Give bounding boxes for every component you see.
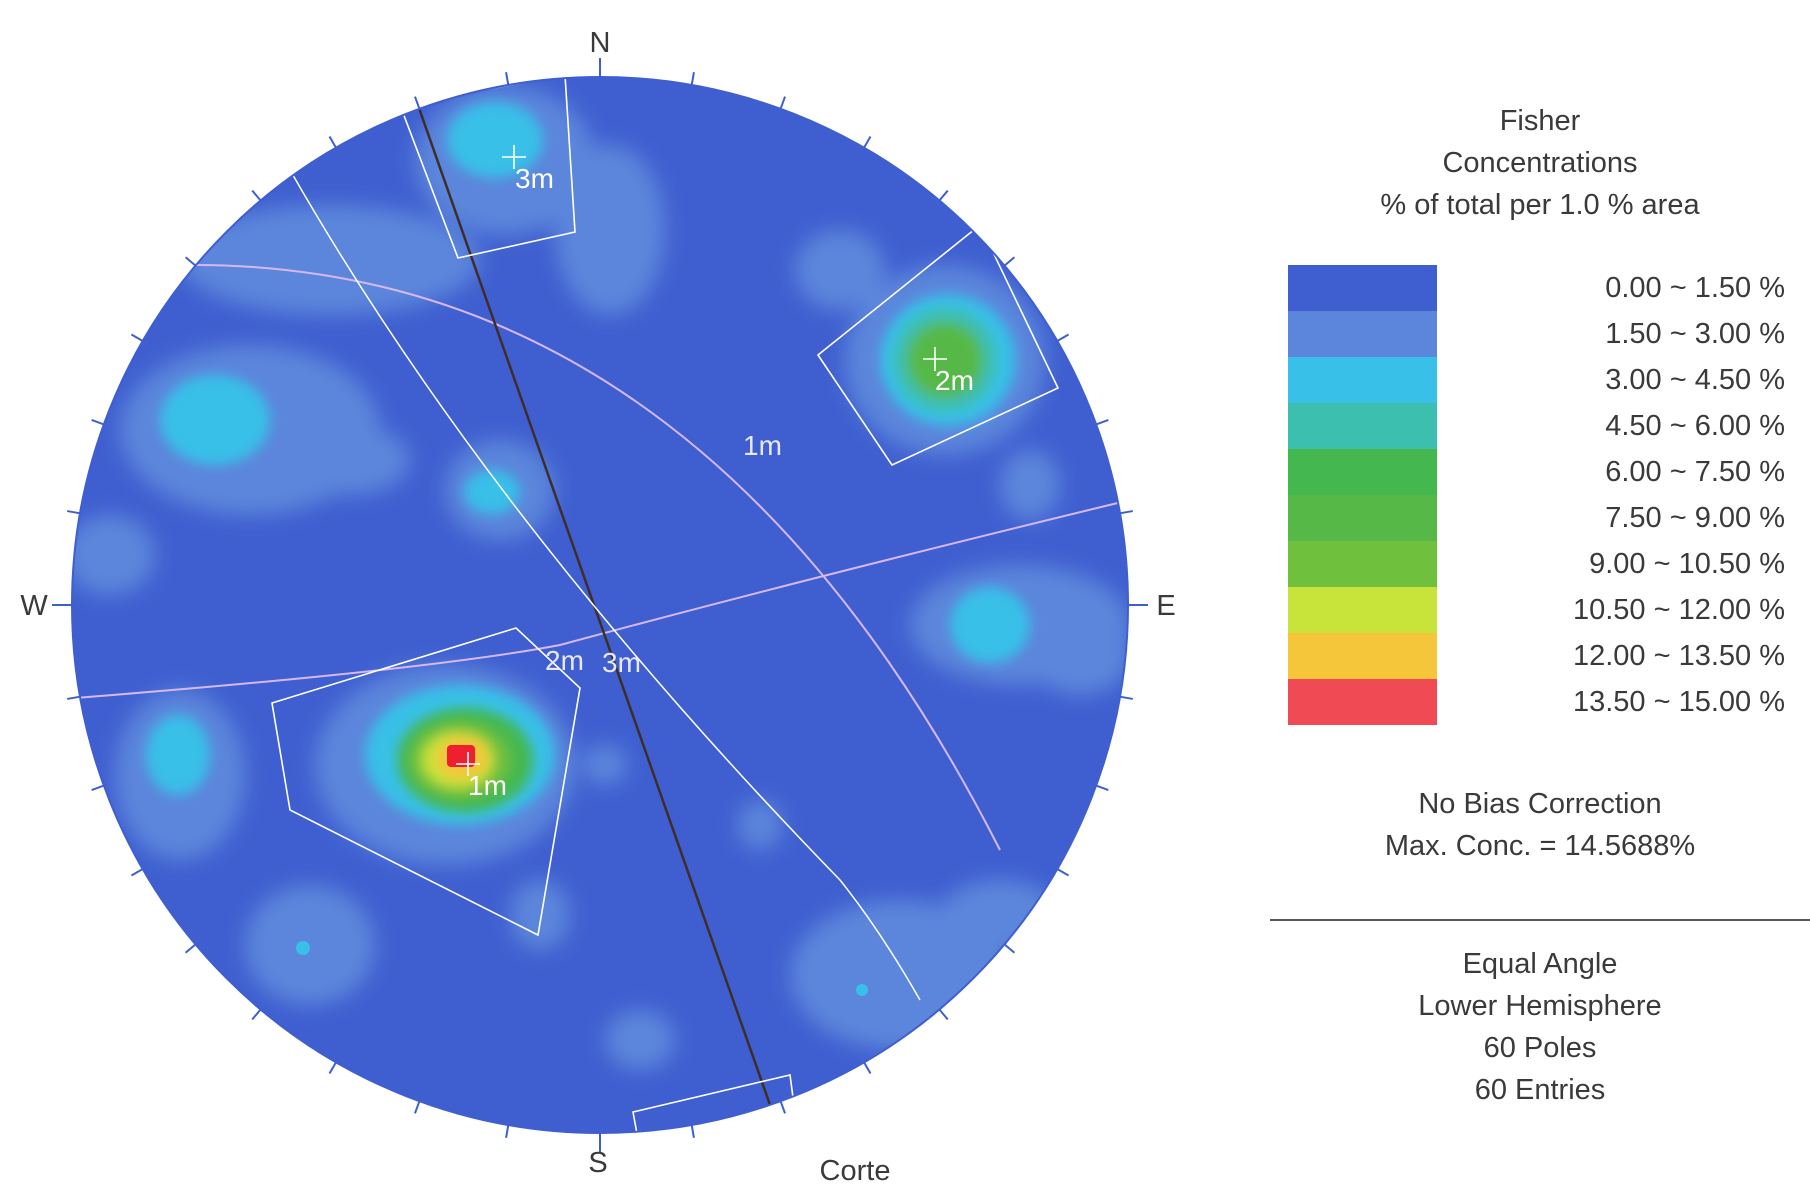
azimuth-tick	[505, 72, 510, 86]
azimuth-tick	[328, 1061, 337, 1075]
azimuth-tick	[1003, 943, 1016, 954]
azimuth-tick	[779, 1100, 786, 1114]
legend-range-label: 9.00 ~ 10.50 %	[1589, 548, 1785, 580]
legend-range-label: 7.50 ~ 9.00 %	[1605, 502, 1785, 534]
legend-swatch	[1288, 311, 1437, 357]
legend-range-label: 3.00 ~ 4.50 %	[1605, 364, 1785, 396]
azimuth-tick	[690, 1124, 695, 1138]
azimuth-tick	[938, 1008, 949, 1021]
legend-swatch	[1288, 357, 1437, 403]
projection-line-2: Lower Hemisphere	[1418, 990, 1662, 1022]
set-label-3m: 3m	[515, 163, 554, 194]
set-label-2m: 2m	[935, 365, 974, 396]
concentration-contours	[72, 85, 1128, 1070]
set-window-bottom	[632, 1074, 801, 1151]
azimuth-tick	[938, 189, 949, 202]
bias-correction-text: No Bias Correction	[1418, 788, 1662, 820]
legend-swatch	[1288, 265, 1437, 311]
great-circles	[74, 77, 1128, 1133]
set-window-2m	[816, 223, 1060, 467]
west-label: W	[20, 590, 48, 622]
azimuth-tick	[779, 96, 786, 110]
legend-swatch	[1288, 495, 1437, 541]
plane-label-2m: 2m	[545, 645, 584, 676]
set-window-1m	[271, 627, 581, 937]
azimuth-tick	[251, 1008, 262, 1021]
legend-range-label: 12.00 ~ 13.50 %	[1572, 640, 1785, 672]
legend-swatch	[1288, 679, 1437, 725]
azimuth-tick	[1056, 333, 1070, 342]
azimuth-tick	[91, 784, 105, 791]
projection-line-1: Equal Angle	[1462, 948, 1618, 980]
cut-line-label: Corte	[820, 1155, 891, 1187]
legend-range-label: 0.00 ~ 1.50 %	[1605, 272, 1785, 304]
set-windows	[271, 74, 1060, 1151]
azimuth-tick	[414, 96, 421, 110]
azimuth-tick	[130, 868, 144, 877]
stereonet-plot: N S E W Corte 3m 2m 1m 1m 2m 3m	[20, 27, 1175, 1187]
azimuth-tick	[1095, 784, 1109, 791]
azimuth-tick	[1119, 695, 1133, 700]
legend-range-label: 4.50 ~ 6.00 %	[1605, 410, 1785, 442]
plane-label-1m: 1m	[743, 430, 782, 461]
azimuth-tick	[251, 189, 262, 202]
legend-range-label: 13.50 ~ 15.00 %	[1572, 686, 1785, 718]
legend-title-line-2: Concentrations	[1442, 147, 1638, 179]
projection-line-4: 60 Entries	[1474, 1074, 1606, 1106]
azimuth-tick	[863, 135, 872, 149]
legend-title-line-1: Fisher	[1499, 105, 1581, 137]
azimuth-tick	[1095, 419, 1109, 426]
azimuth-tick	[91, 419, 105, 426]
legend-swatch	[1288, 449, 1437, 495]
azimuth-tick	[67, 695, 81, 700]
east-label: E	[1156, 590, 1175, 622]
azimuth-tick	[130, 333, 144, 342]
set-pole-markers	[456, 145, 947, 776]
legend-swatch	[1288, 541, 1437, 587]
azimuth-tick	[328, 135, 337, 149]
azimuth-tick	[184, 256, 197, 267]
azimuth-ticks	[67, 72, 1133, 1138]
legend-swatch	[1288, 403, 1437, 449]
projection-line-3: 60 Poles	[1483, 1032, 1597, 1064]
azimuth-tick	[67, 510, 81, 515]
azimuth-tick	[1003, 256, 1016, 267]
azimuth-tick	[414, 1100, 421, 1114]
azimuth-tick	[690, 72, 695, 86]
legend-range-label: 1.50 ~ 3.00 %	[1605, 318, 1785, 350]
legend-swatch	[1288, 587, 1437, 633]
legend-title-line-3: % of total per 1.0 % area	[1380, 189, 1700, 221]
azimuth-tick	[863, 1061, 872, 1075]
plane-label-3m: 3m	[602, 647, 641, 678]
azimuth-tick	[184, 943, 197, 954]
azimuth-tick	[1056, 868, 1070, 877]
legend-range-label: 6.00 ~ 7.50 %	[1605, 456, 1785, 488]
legend-range-label: 10.50 ~ 12.00 %	[1572, 594, 1785, 626]
north-label: N	[590, 27, 611, 59]
legend-divider	[1270, 919, 1810, 921]
azimuth-tick	[1119, 510, 1133, 515]
south-label: S	[588, 1147, 607, 1179]
set-label-1m: 1m	[468, 770, 507, 801]
max-concentration-text: Max. Conc. = 14.5688%	[1384, 830, 1696, 862]
legend-swatch	[1288, 633, 1437, 679]
azimuth-tick	[505, 1124, 510, 1138]
